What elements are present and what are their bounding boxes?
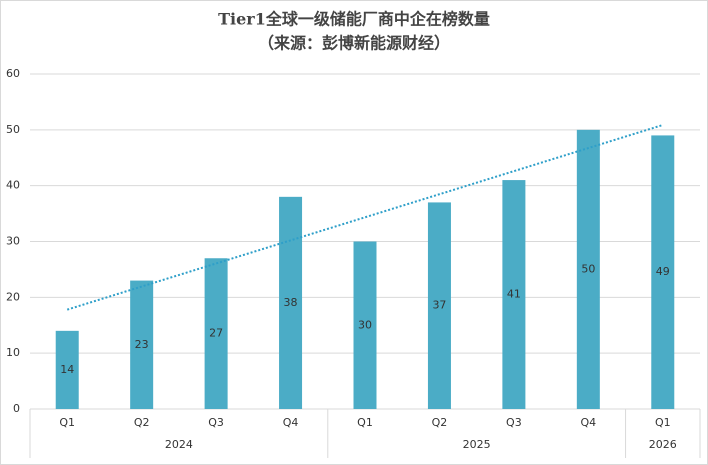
data-label: 41 — [507, 288, 521, 301]
bar — [502, 180, 526, 409]
y-tick-label: 30 — [6, 235, 20, 248]
data-label: 27 — [209, 327, 223, 340]
group-label: 2025 — [463, 438, 491, 451]
bar — [353, 241, 377, 409]
bar — [55, 330, 79, 409]
x-tick-label: Q1 — [59, 416, 75, 429]
y-tick-label: 10 — [6, 346, 20, 359]
y-tick-label: 40 — [6, 179, 20, 192]
x-tick-label: Q4 — [580, 416, 596, 429]
data-label: 37 — [432, 299, 446, 312]
x-tick-label: Q2 — [432, 416, 448, 429]
x-tick-label: Q4 — [283, 416, 299, 429]
data-label: 14 — [60, 363, 74, 376]
chart-subtitle: （来源：彭博新能源财经） — [258, 34, 450, 53]
bar — [204, 258, 228, 409]
bar — [576, 129, 600, 410]
data-label: 30 — [358, 318, 372, 331]
y-tick-label: 20 — [6, 290, 20, 303]
y-tick-label: 50 — [6, 123, 20, 136]
x-tick-label: Q2 — [134, 416, 150, 429]
y-tick-label: 0 — [13, 402, 20, 415]
y-tick-label: 60 — [6, 67, 20, 80]
data-label: 49 — [656, 265, 670, 278]
chart-title: Tier1全球一级储能厂商中企在榜数量 — [218, 10, 490, 29]
bar — [130, 280, 154, 409]
bar — [279, 196, 303, 409]
x-tick-label: Q3 — [506, 416, 522, 429]
x-tick-label: Q3 — [208, 416, 224, 429]
group-label: 2024 — [165, 438, 193, 451]
bar — [651, 135, 675, 409]
bar — [427, 202, 451, 409]
group-label: 2026 — [649, 438, 677, 451]
data-label: 38 — [284, 296, 298, 309]
data-label: 23 — [135, 338, 149, 351]
x-tick-label: Q1 — [357, 416, 373, 429]
x-tick-label: Q1 — [655, 416, 671, 429]
data-label: 50 — [581, 262, 595, 275]
